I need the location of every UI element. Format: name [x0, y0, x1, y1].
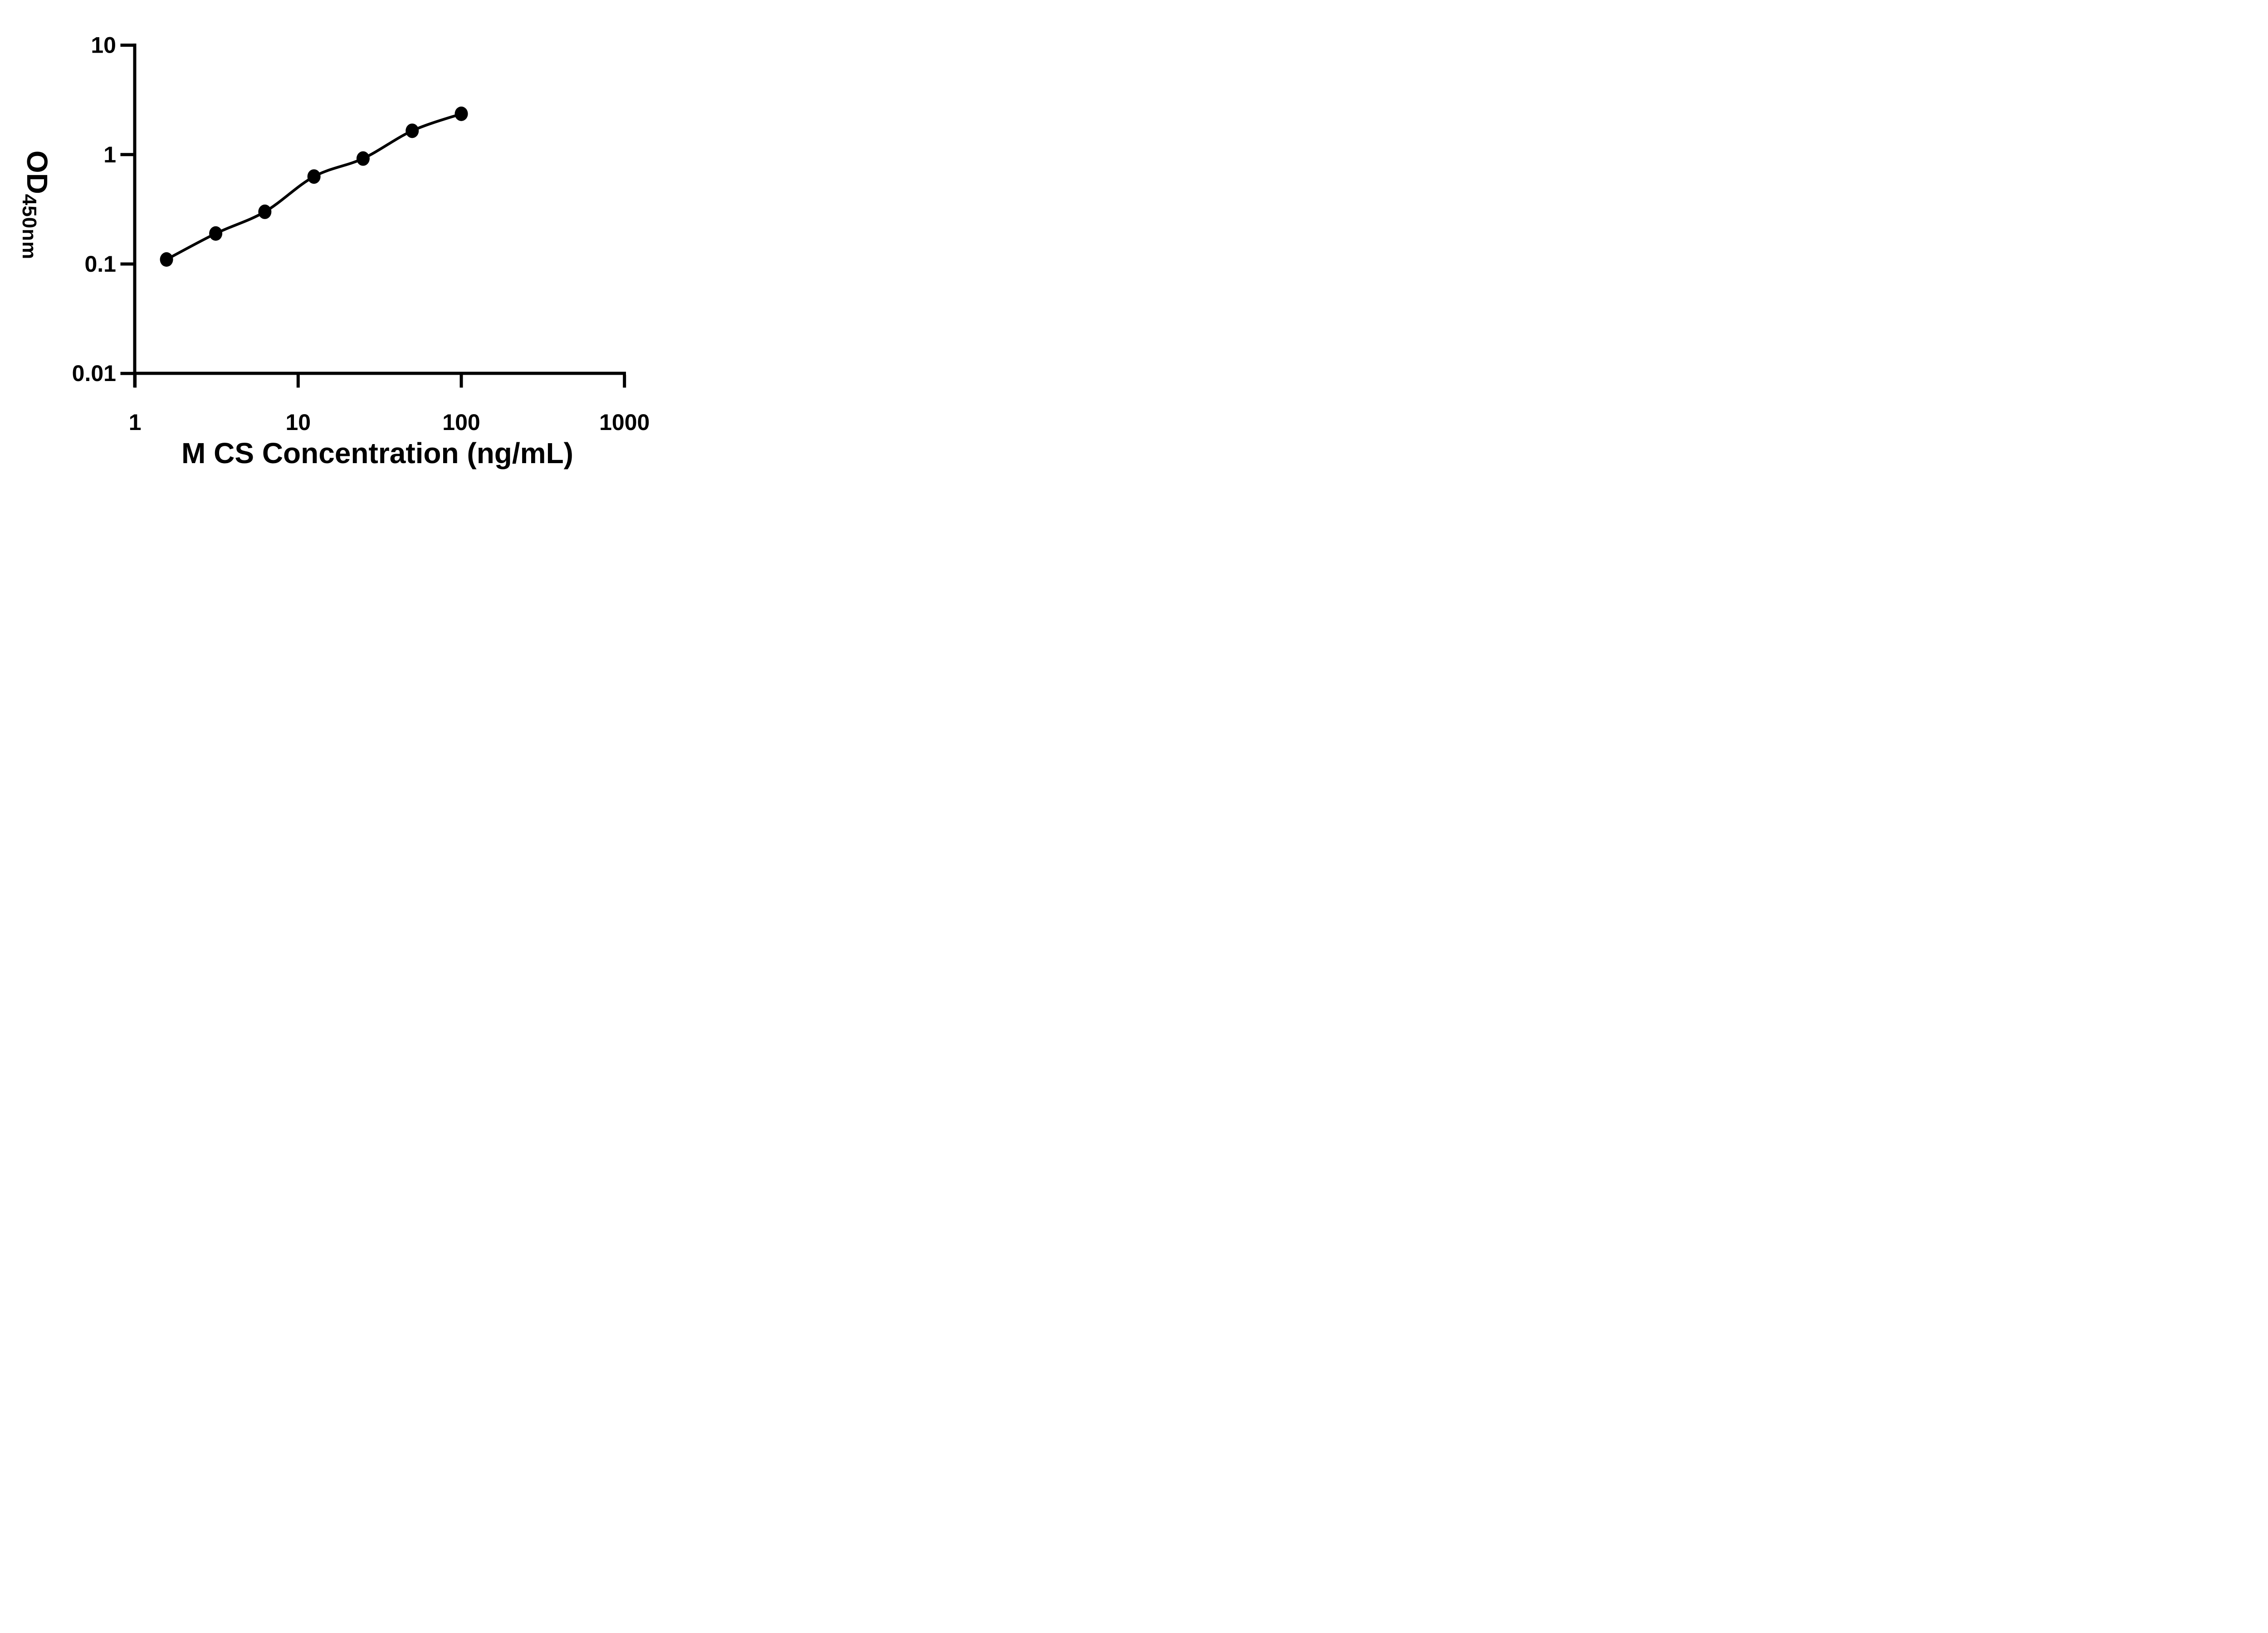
x-axis-title: M CS Concentration (ng/mL) — [181, 437, 573, 469]
x-tick-label: 1000 — [599, 410, 650, 435]
y-tick-label: 0.1 — [84, 251, 116, 277]
data-point — [455, 106, 468, 121]
x-tick-label: 100 — [442, 410, 480, 435]
data-point — [209, 226, 223, 241]
x-tick-label: 1 — [129, 410, 142, 435]
y-tick-label: 10 — [91, 33, 116, 58]
data-point — [160, 252, 173, 267]
data-point — [307, 169, 321, 184]
y-axis-title: OD450nm — [18, 150, 54, 260]
y-axis-title-subscript: 450nm — [18, 194, 40, 260]
x-tick-label: 10 — [285, 410, 311, 435]
standard-curve-chart: 10 1 0.1 0.01 1 10 100 1000 — [72, 33, 650, 435]
y-axis-title-main: OD — [21, 150, 54, 194]
y-axis-tick-labels: 10 1 0.1 0.01 — [72, 33, 116, 386]
data-point — [356, 151, 370, 166]
x-axis-ticks — [133, 375, 626, 388]
x-axis-tick-labels: 1 10 100 1000 — [129, 410, 650, 435]
data-points — [160, 106, 468, 267]
y-axis-ticks — [120, 44, 133, 375]
y-tick-label: 0.01 — [72, 361, 116, 386]
elisa-standard-curve-figure: 10 1 0.1 0.01 1 10 100 1000 OD450nm M CS Conce… — [0, 0, 699, 490]
y-tick-label: 1 — [103, 142, 116, 167]
data-point — [406, 123, 419, 138]
data-point — [258, 204, 272, 219]
